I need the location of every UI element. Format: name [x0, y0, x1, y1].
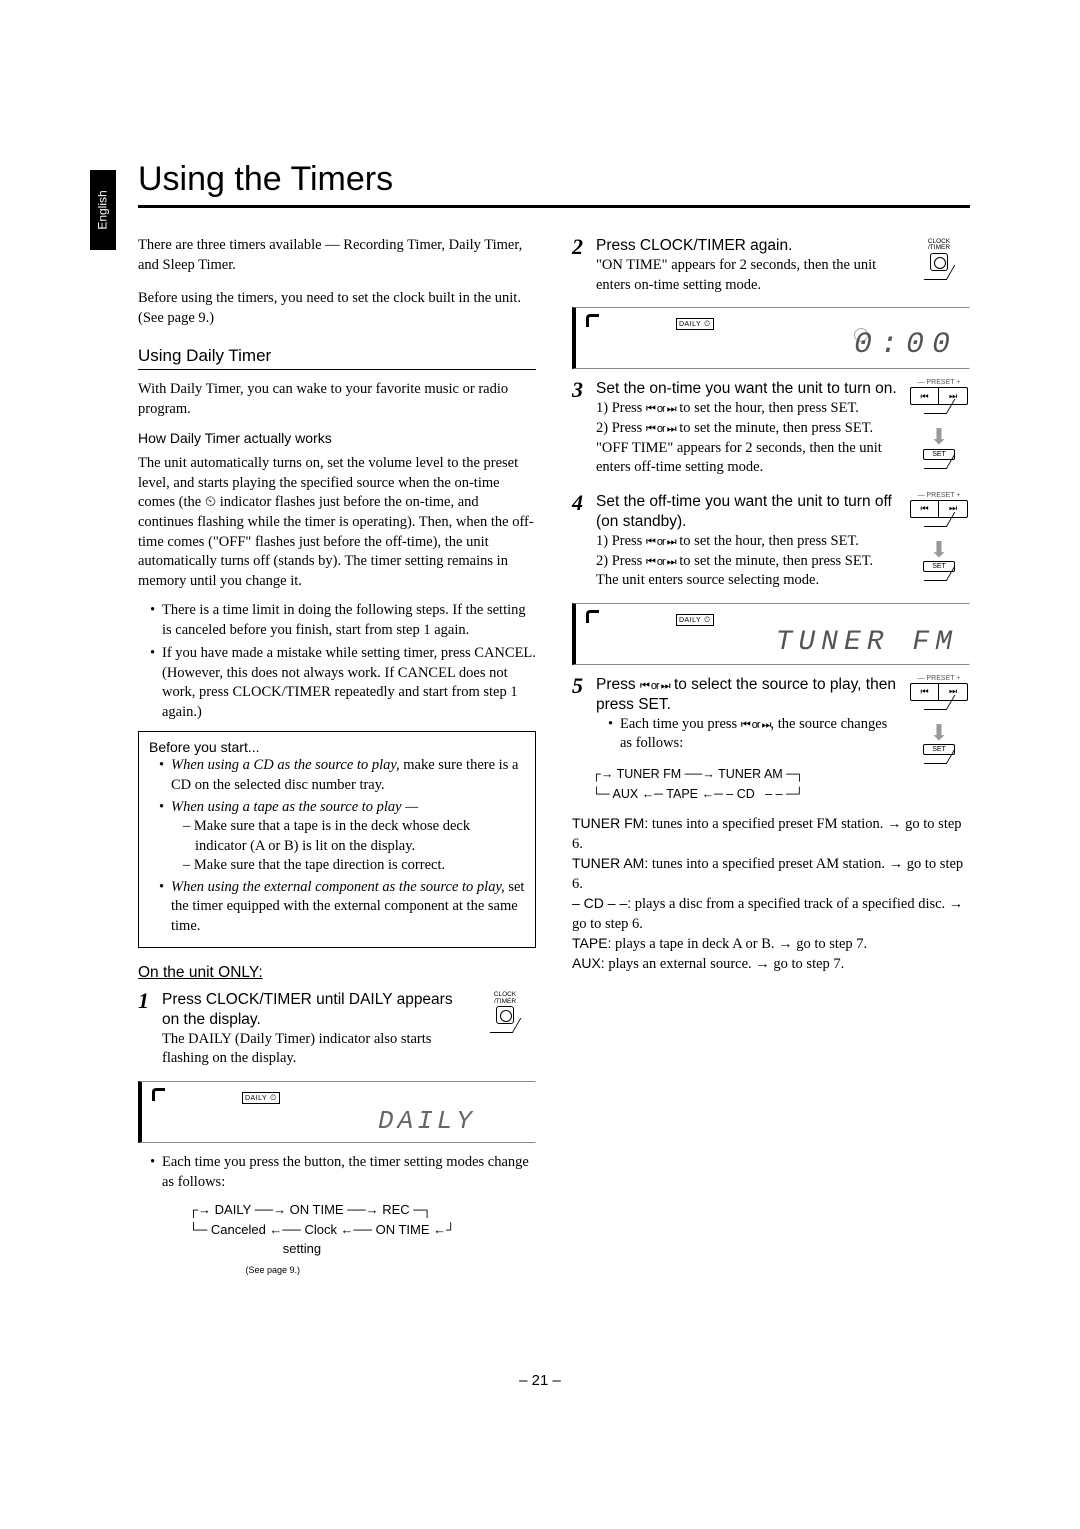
skip-icons: ⏮ or ⏭: [646, 536, 676, 548]
skip-icons: ⏮ or ⏭: [646, 556, 676, 568]
step-5: 5 Press ⏮ or ⏭ to select the source to p…: [572, 675, 970, 758]
daily-heading: Using Daily Timer: [138, 346, 536, 370]
arrow-down-icon: ⬇: [908, 540, 970, 560]
intro-p1: There are three timers available — Recor…: [138, 236, 536, 275]
manual-page: Using the Timers There are three timers …: [90, 160, 970, 1278]
arrow-down-icon: ⬇: [908, 427, 970, 447]
skip-icons: ⏮ or ⏭: [640, 680, 670, 692]
page-number: – 21 –: [519, 1372, 561, 1389]
how-body: The unit automatically turns on, set the…: [138, 454, 536, 591]
daily-bullet-1: There is a time limit in doing the follo…: [150, 601, 536, 640]
daily-indicator-icon-3: DAILY: [676, 614, 714, 626]
daily-bullets: There is a time limit in doing the follo…: [138, 601, 536, 722]
step5-head: Press ⏮ or ⏭ to select the source to pla…: [596, 675, 902, 715]
lcd-display-daily: DAILY DAILY: [138, 1081, 536, 1143]
skip-icons: ⏮ or ⏭: [646, 423, 676, 435]
step3-tail: "OFF TIME" appears for 2 seconds, then t…: [596, 439, 902, 478]
daily-bullet-2: If you have made a mistake while setting…: [150, 644, 536, 722]
page-title: Using the Timers: [138, 160, 970, 208]
preset-set-group-3: — PRESET + ⏮ ⏭ ⬇ SET: [908, 675, 970, 776]
before-you-start-box: Before you start... When using a CD as t…: [138, 731, 536, 948]
lcd-text-tuner: TUNER FM: [776, 627, 958, 658]
clock-timer-button-icon-2: CLOCK /TIMER: [908, 236, 970, 291]
step-1: 1 Press CLOCK/TIMER until DAILY appears …: [138, 990, 536, 1069]
step3-head: Set the on-time you want the unit to tur…: [596, 379, 902, 399]
before-ext: When using the external component as the…: [159, 878, 525, 937]
daily-indicator-icon: DAILY: [242, 1092, 280, 1104]
daily-lead: With Daily Timer, you can wake to your f…: [138, 380, 536, 419]
step4-head: Set the off-time you want the unit to tu…: [596, 492, 902, 532]
before-heading: Before you start...: [149, 738, 525, 757]
step2-head: Press CLOCK/TIMER again.: [596, 236, 902, 256]
step1-head: Press CLOCK/TIMER until DAILY appears on…: [162, 990, 468, 1030]
preset-set-group-1: — PRESET + ⏮ ⏭ ⬇ SET: [908, 379, 970, 480]
source-descriptions: TUNER FM: tunes into a specified preset …: [572, 814, 970, 974]
step1-sub: The DAILY (Daily Timer) indicator also s…: [162, 1030, 468, 1069]
how-heading: How Daily Timer actually works: [138, 429, 536, 448]
step5-sub: Each time you press ⏮ or ⏭, the source c…: [608, 715, 902, 754]
intro-p2: Before using the timers, you need to set…: [138, 289, 536, 328]
on-unit-heading: On the unit ONLY:: [138, 964, 536, 982]
lcd-text-000: 0:00: [854, 328, 958, 362]
step3-line2: 2) Press ⏮ or ⏭ to set the minute, then …: [596, 419, 902, 439]
step1-note: Each time you press the button, the time…: [150, 1153, 536, 1192]
skip-icons: ⏮ or ⏭: [646, 403, 676, 415]
preset-set-group-2: — PRESET + ⏮ ⏭ ⬇ SET: [908, 492, 970, 593]
lcd-display-ontime: DAILY 0:00: [572, 307, 970, 369]
before-tape: When using a tape as the source to play …: [159, 798, 525, 876]
step2-sub: "ON TIME" appears for 2 seconds, then th…: [596, 256, 902, 295]
step4-tail: The unit enters source selecting mode.: [596, 571, 902, 591]
daily-indicator-icon-2: DAILY: [676, 318, 714, 330]
timer-mode-cycle-diagram: ┌→ DAILY ──→ ON TIME ──→ REC ─┐ └─ Cance…: [178, 1200, 536, 1278]
step4-line2: 2) Press ⏮ or ⏭ to set the minute, then …: [596, 552, 902, 572]
step-4: 4 Set the off-time you want the unit to …: [572, 492, 970, 591]
lcd-display-source: DAILY TUNER FM: [572, 603, 970, 665]
step-3: 3 Set the on-time you want the unit to t…: [572, 379, 970, 477]
skip-icons: ⏮ or ⏭: [741, 719, 771, 731]
left-column: There are three timers available — Recor…: [138, 236, 536, 1278]
clock-timer-button-icon: CLOCK /TIMER: [474, 990, 536, 1045]
right-column: 2 Press CLOCK/TIMER again. "ON TIME" app…: [572, 236, 970, 1278]
before-cd: When using a CD as the source to play, m…: [159, 756, 525, 795]
step4-line1: 1) Press ⏮ or ⏭ to set the hour, then pr…: [596, 532, 902, 552]
step-2: 2 Press CLOCK/TIMER again. "ON TIME" app…: [572, 236, 970, 295]
arrow-down-icon: ⬇: [908, 723, 970, 743]
lcd-text-daily: DAILY: [378, 1106, 476, 1136]
step3-line1: 1) Press ⏮ or ⏭ to set the hour, then pr…: [596, 399, 902, 419]
